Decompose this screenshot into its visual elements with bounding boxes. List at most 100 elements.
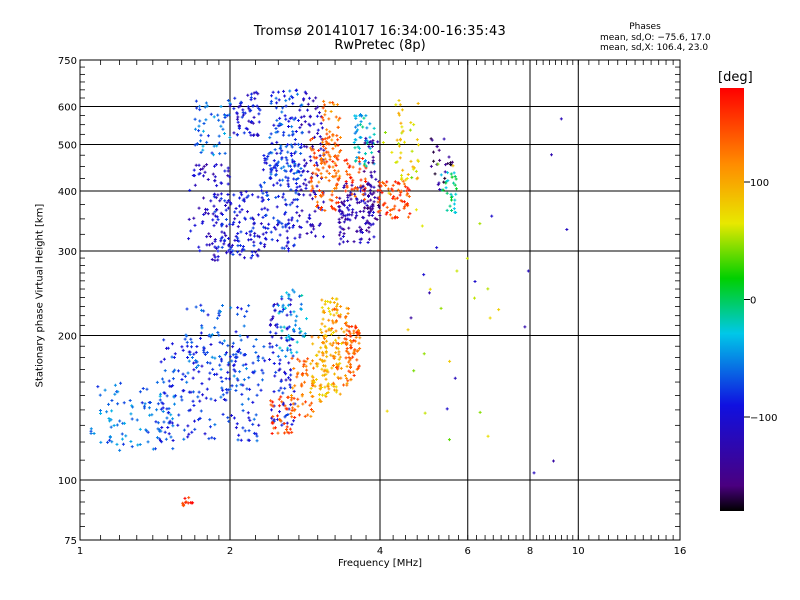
data-point (238, 204, 242, 208)
data-point (400, 177, 404, 181)
data-point (368, 122, 372, 126)
data-point (322, 153, 326, 157)
data-point (216, 249, 220, 253)
data-point (319, 156, 323, 160)
data-point (272, 166, 276, 170)
data-point (241, 426, 245, 430)
data-point (174, 394, 178, 398)
data-point (322, 335, 326, 339)
data-point (329, 109, 333, 113)
data-point (303, 164, 307, 168)
data-point (394, 103, 398, 107)
data-point (260, 189, 264, 193)
data-point (232, 107, 236, 111)
data-point (227, 113, 231, 117)
data-point (290, 422, 294, 426)
data-point (271, 400, 275, 404)
data-point (312, 163, 316, 167)
data-point (252, 431, 256, 435)
data-point (109, 418, 113, 422)
data-point (210, 151, 214, 155)
data-point (377, 195, 381, 199)
data-point (108, 419, 112, 423)
data-point (351, 208, 355, 212)
data-point (551, 459, 555, 463)
data-point (303, 380, 307, 384)
data-point (220, 235, 224, 239)
data-point (320, 191, 324, 195)
data-point (345, 383, 349, 387)
data-point (385, 210, 389, 214)
data-point (198, 416, 202, 420)
data-point (206, 134, 210, 138)
data-point (409, 316, 413, 320)
data-point (372, 126, 376, 130)
data-point (368, 146, 372, 150)
data-point (195, 142, 199, 146)
data-point (165, 394, 169, 398)
data-point (338, 392, 342, 396)
data-point (232, 220, 236, 224)
data-point (304, 92, 308, 96)
data-point (329, 328, 333, 332)
data-point (302, 114, 306, 118)
data-point (406, 328, 410, 332)
data-point (356, 128, 360, 132)
data-point (213, 175, 217, 179)
data-point (215, 316, 219, 320)
data-point (213, 245, 217, 249)
data-point (213, 326, 217, 330)
data-point (180, 345, 184, 349)
data-point (247, 416, 251, 420)
data-point (415, 138, 419, 142)
data-point (345, 328, 349, 332)
data-point (166, 426, 170, 430)
data-point (279, 379, 283, 383)
data-point (195, 106, 199, 110)
data-point (267, 222, 271, 226)
data-point (242, 324, 246, 328)
data-point (336, 200, 340, 204)
data-point (309, 189, 313, 193)
data-point (322, 200, 326, 204)
data-point (284, 306, 288, 310)
data-point (290, 201, 294, 205)
data-point (348, 218, 352, 222)
data-point (367, 226, 371, 230)
data-point (169, 435, 173, 439)
data-point (217, 333, 221, 337)
data-point (356, 123, 360, 127)
data-point (198, 119, 202, 123)
data-point (352, 240, 356, 244)
data-point (290, 430, 294, 434)
data-point (351, 351, 355, 355)
data-point (358, 135, 362, 139)
data-point (348, 164, 352, 168)
data-point (369, 198, 373, 202)
data-point (237, 105, 241, 109)
data-point (186, 424, 190, 428)
data-point (220, 224, 224, 228)
data-point (270, 431, 274, 435)
data-point (319, 172, 323, 176)
data-point (407, 194, 411, 198)
data-point (399, 151, 403, 155)
data-point (449, 192, 453, 196)
data-point (240, 208, 244, 212)
data-point (282, 431, 286, 435)
data-point (331, 354, 335, 358)
y-tick-label: 75 (64, 536, 77, 547)
data-point (347, 329, 351, 333)
data-point (261, 232, 265, 236)
data-point (220, 181, 224, 185)
data-point (234, 388, 238, 392)
data-point (307, 96, 311, 100)
data-point (371, 159, 375, 163)
data-point (206, 212, 210, 216)
data-point (289, 351, 293, 355)
data-point (365, 228, 369, 232)
data-point (250, 250, 254, 254)
data-point (337, 150, 341, 154)
data-point (411, 167, 415, 171)
y-tick-label: 400 (58, 187, 77, 198)
